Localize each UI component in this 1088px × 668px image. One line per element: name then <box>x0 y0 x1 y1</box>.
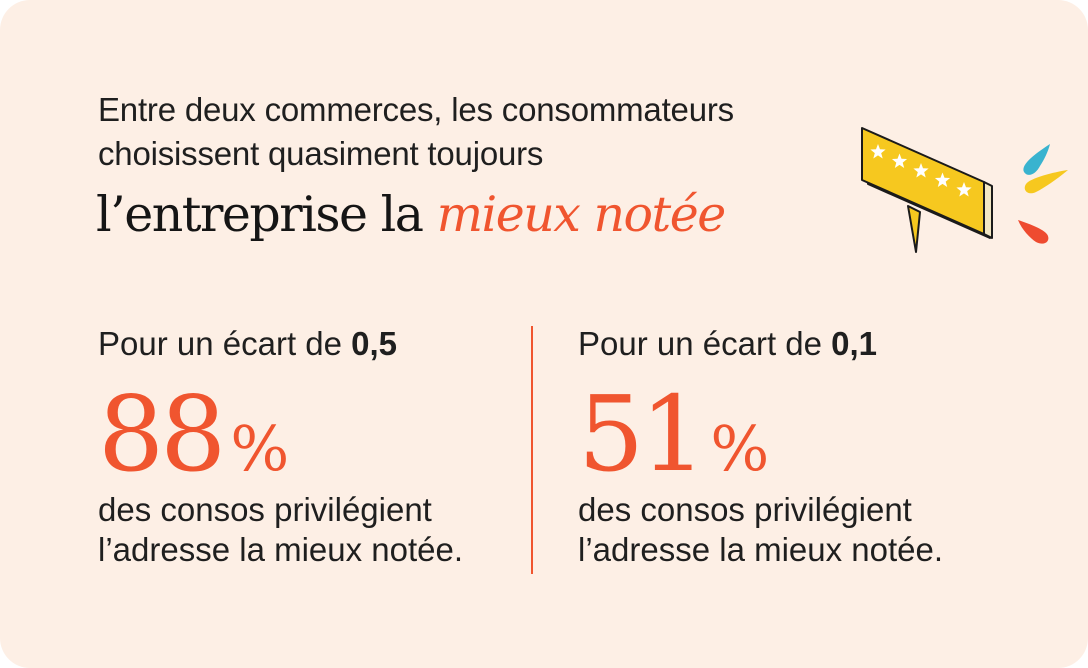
star-icon <box>891 153 908 168</box>
intro-line-2: choisissent quasiment toujours <box>98 135 544 172</box>
rating-bubble-icon <box>861 127 1068 253</box>
speech-bubble <box>861 127 993 253</box>
stat-figure: 88% <box>98 382 518 486</box>
gap-prefix: Pour un écart de <box>578 325 832 362</box>
drop-red-icon <box>1018 220 1049 244</box>
star-icon <box>870 144 886 159</box>
intro-line-1: Entre deux commerces, les consommateurs <box>98 91 734 128</box>
stat-unit: % <box>710 412 770 485</box>
intro-text: Entre deux commerces, les consommateurs … <box>98 88 734 176</box>
stat-description-line-1: des consos privilégient <box>98 491 432 528</box>
gap-value: 0,1 <box>831 325 878 362</box>
gap-label: Pour un écart de 0,1 <box>578 322 998 366</box>
stat-column-0.5: Pour un écart de 0,5 88% des consos priv… <box>98 322 518 570</box>
stat-description-line-1: des consos privilégient <box>578 491 912 528</box>
stat-description: des consos privilégient l’adresse la mie… <box>98 490 518 570</box>
stat-unit: % <box>230 412 290 485</box>
stat-figure: 51% <box>578 382 998 486</box>
gap-value: 0,5 <box>351 325 398 362</box>
stat-number: 88 <box>98 373 226 495</box>
headline: l’entreprise la mieux notée <box>96 180 727 250</box>
headline-accent: mieux notée <box>436 186 727 243</box>
star-icon <box>934 172 951 187</box>
stat-number: 51 <box>578 373 706 495</box>
stat-description-line-2: l’adresse la mieux notée. <box>578 531 944 568</box>
drop-yellow-icon <box>1024 170 1068 194</box>
star-icon <box>956 182 972 197</box>
drop-blue-icon <box>1023 144 1050 175</box>
stat-description-line-2: l’adresse la mieux notée. <box>98 531 464 568</box>
stat-description: des consos privilégient l’adresse la mie… <box>578 490 998 570</box>
five-stars-icon <box>870 144 972 197</box>
headline-text: l’entreprise la <box>96 186 437 243</box>
gap-label: Pour un écart de 0,5 <box>98 322 518 366</box>
column-divider <box>531 326 533 574</box>
stat-column-0.1: Pour un écart de 0,1 51% des consos priv… <box>578 322 998 570</box>
star-icon <box>913 163 929 178</box>
gap-prefix: Pour un écart de <box>98 325 352 362</box>
